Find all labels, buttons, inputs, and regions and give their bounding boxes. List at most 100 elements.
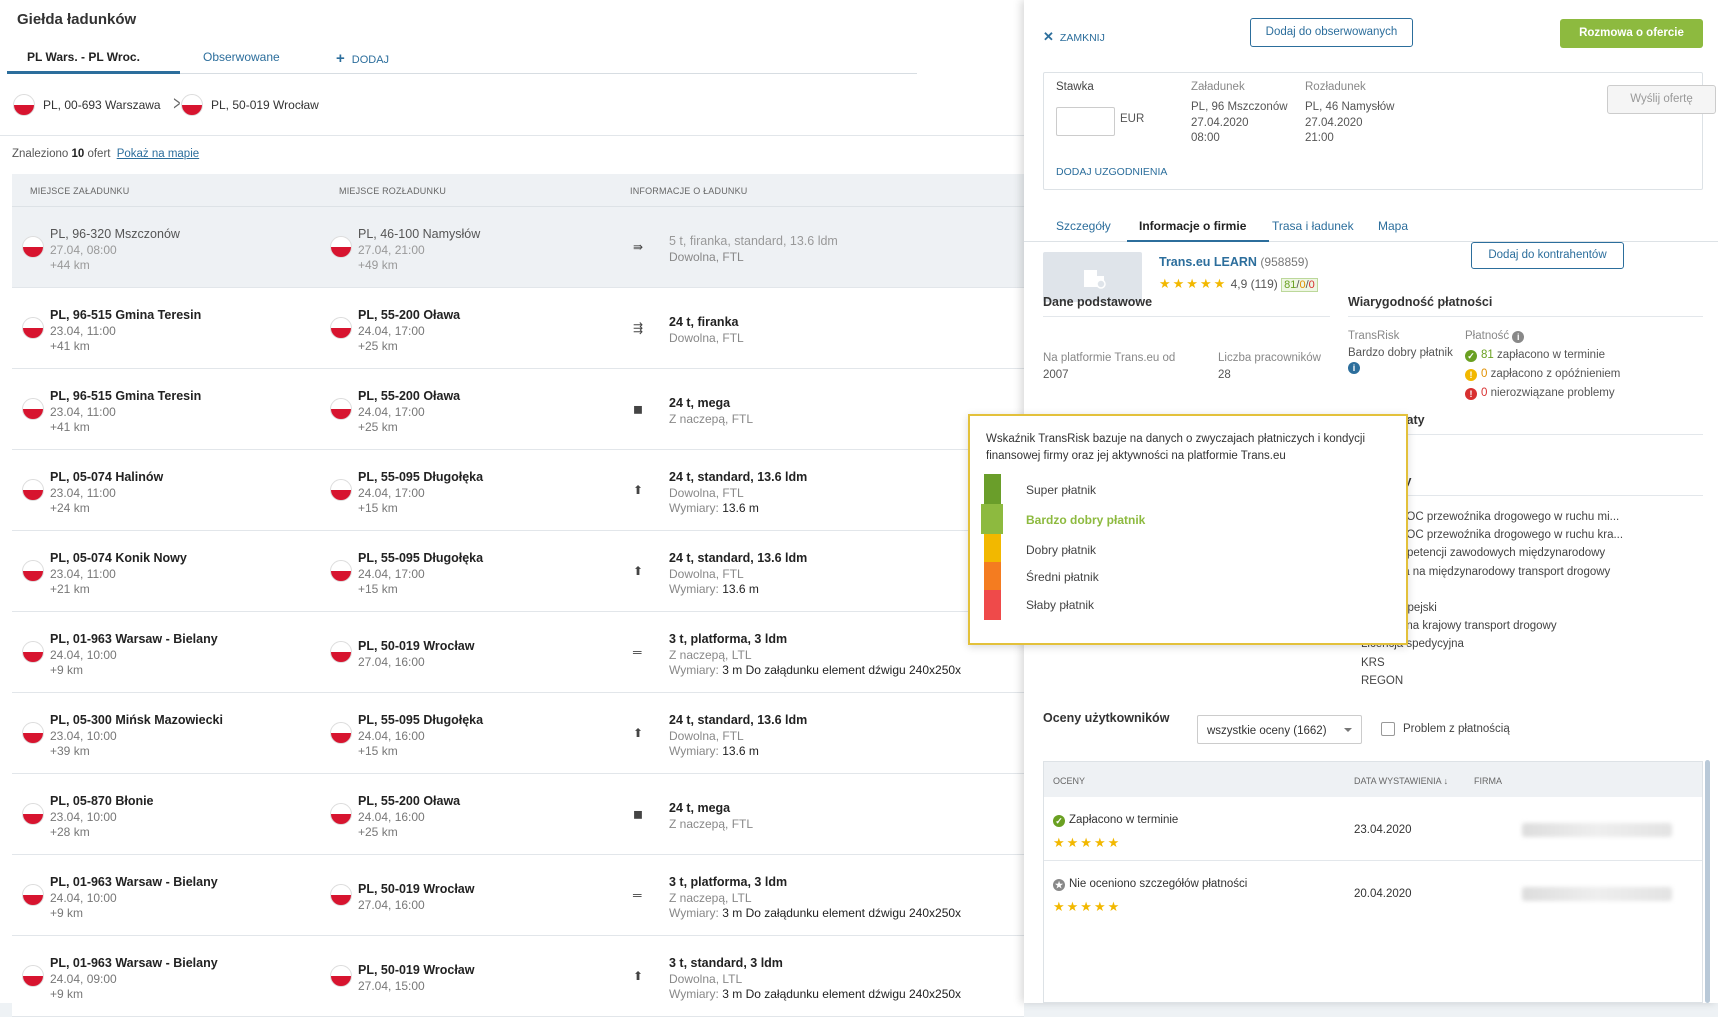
truck-icon: ⇶ bbox=[633, 321, 644, 335]
col-loading[interactable]: MIEJSCE ZAŁADUNKU bbox=[30, 186, 130, 196]
cargo-type: Dowolna, FTL bbox=[669, 331, 744, 345]
unloading-km: +49 km bbox=[358, 258, 398, 272]
table-row[interactable]: PL, 01-963 Warsaw - Bielany 24.04, 10:00… bbox=[12, 855, 1024, 936]
since-label: Na platformie Trans.eu od bbox=[1043, 352, 1176, 364]
show-on-map-link[interactable]: Pokaż na mapie bbox=[116, 148, 200, 160]
table-row[interactable]: PL, 05-300 Mińsk Mazowiecki 23.04, 10:00… bbox=[12, 693, 1024, 774]
loading-date: 23.04, 10:00 bbox=[50, 729, 117, 743]
poland-flag-icon bbox=[330, 398, 352, 420]
paid-on-time: ✓ 81 zapłacono w terminie bbox=[1465, 347, 1605, 363]
payment-problem-checkbox[interactable] bbox=[1381, 722, 1395, 736]
cargo-info: 3 t, platforma, 3 ldm bbox=[669, 875, 788, 889]
rate-label: Stawka bbox=[1056, 81, 1094, 93]
tab-map[interactable]: Mapa bbox=[1378, 219, 1409, 233]
unloading-label: Rozładunek bbox=[1305, 81, 1366, 93]
add-to-observed-button[interactable]: Dodaj do obserwowanych bbox=[1250, 18, 1413, 47]
poland-flag-icon bbox=[22, 479, 44, 501]
tab-active-search[interactable]: PL Wars. - PL Wroc. bbox=[7, 50, 180, 74]
col-info[interactable]: INFORMACJE O ŁADUNKU bbox=[630, 186, 748, 196]
table-row[interactable]: PL, 05-870 Błonie 23.04, 10:00 +28 km PL… bbox=[12, 774, 1024, 855]
poland-flag-icon bbox=[22, 722, 44, 744]
unloading-km: +25 km bbox=[358, 339, 398, 353]
cargo-dimensions: Wymiary: 3 m Do załądunku element dźwigu… bbox=[669, 987, 962, 1001]
level-average-bar bbox=[984, 562, 1001, 592]
info-icon[interactable]: i bbox=[1348, 362, 1360, 374]
document-item: piecznie OC przewoźnika drogowego w ruch… bbox=[1361, 511, 1620, 523]
poland-flag-icon bbox=[330, 560, 352, 582]
ratings-table-header: OCENY DATA WYSTAWIENIA ↓ FIRMA bbox=[1044, 762, 1702, 797]
table-row[interactable]: PL, 96-515 Gmina Teresin 23.04, 11:00 +4… bbox=[12, 288, 1024, 369]
document-item: fikat kompetencji zawodowych międzynarod… bbox=[1361, 547, 1606, 560]
scrollbar[interactable] bbox=[1705, 760, 1710, 1003]
poland-flag-icon bbox=[330, 884, 352, 906]
table-row[interactable]: PL, 96-320 Mszczonów 27.04, 08:00 +44 km… bbox=[12, 207, 1024, 288]
loading-place: PL, 05-074 Konik Nowy bbox=[50, 551, 187, 565]
poland-flag-icon bbox=[22, 236, 44, 258]
level-super: Super płatnik bbox=[1026, 483, 1097, 497]
level-super-bar bbox=[984, 474, 1001, 504]
loading-place: PL, 96-320 Mszczonów bbox=[50, 227, 180, 241]
cargo-dimensions: Wymiary: 13.6 m bbox=[669, 501, 759, 515]
cargo-type: Dowolna, FTL bbox=[669, 250, 744, 264]
basic-data-heading: Dane podstawowe bbox=[1043, 295, 1153, 309]
document-item: KRS bbox=[1361, 656, 1385, 669]
document-item: cja unijna na międzynarodowy transport d… bbox=[1361, 565, 1611, 578]
col-unloading[interactable]: MIEJSCE ROZŁADUNKU bbox=[339, 186, 447, 196]
blurred-company bbox=[1522, 887, 1672, 901]
poland-flag-icon bbox=[330, 236, 352, 258]
route-filter[interactable]: PL, 00-693 Warszawa > PL, 50-019 Wrocław bbox=[0, 75, 1024, 136]
loading-date: 27.04, 08:00 bbox=[50, 243, 117, 257]
loading-place: PL, 01-963 Warsaw - Bielany bbox=[50, 956, 218, 970]
tooltip-text: Wskaźnik TransRisk bazuje na danych o zw… bbox=[986, 433, 1366, 462]
rating-status: ✓ Zapłacono w terminie bbox=[1053, 812, 1178, 828]
loading-time: 08:00 bbox=[1191, 132, 1220, 144]
add-tab-button[interactable]: + DODAJ bbox=[336, 50, 390, 67]
tab-details[interactable]: Szczegóły bbox=[1056, 219, 1111, 233]
level-good-bar bbox=[984, 534, 1001, 564]
loading-km: +9 km bbox=[50, 987, 84, 1001]
unloading-date: 24.04, 16:00 bbox=[358, 810, 425, 824]
rate-input[interactable] bbox=[1056, 107, 1115, 136]
table-row[interactable]: PL, 05-074 Halinów 23.04, 11:00 +24 km P… bbox=[12, 450, 1024, 531]
table-row[interactable]: PL, 05-074 Konik Nowy 23.04, 11:00 +21 k… bbox=[12, 531, 1024, 612]
document-item: Licencja na krajowy transport drogowy bbox=[1361, 620, 1557, 633]
tab-observed[interactable]: Obserwowane bbox=[203, 50, 280, 64]
truck-icon: ⬆ bbox=[633, 969, 644, 983]
loading-place: PL, 96 Mszczonów bbox=[1191, 101, 1288, 113]
send-offer-button[interactable]: Wyślij ofertę bbox=[1607, 85, 1716, 114]
loading-date: 23.04, 11:00 bbox=[50, 324, 116, 338]
stars-icon: ★★★★★ bbox=[1053, 899, 1122, 914]
add-agreements-link[interactable]: DODAJ UZGODNIENIA bbox=[1056, 166, 1168, 178]
payment-reliability-heading: Wiarygodność płatności bbox=[1348, 295, 1493, 309]
chat-about-offer-button[interactable]: Rozmowa o ofercie bbox=[1560, 19, 1703, 48]
employees-label: Liczba pracowników bbox=[1218, 352, 1321, 364]
level-average: Średni płatnik bbox=[1026, 570, 1099, 584]
rating-status: ★ Nie oceniono szczegółów płatności bbox=[1053, 878, 1248, 891]
close-button[interactable]: ✕ ZAMKNIJ bbox=[1043, 29, 1105, 44]
tab-company-info[interactable]: Informacje o firmie bbox=[1126, 219, 1270, 242]
poland-flag-icon bbox=[22, 398, 44, 420]
tab-route-cargo[interactable]: Trasa i ładunek bbox=[1272, 219, 1354, 233]
level-weak: Słaby płatnik bbox=[1026, 598, 1095, 612]
table-row[interactable]: PL, 96-515 Gmina Teresin 23.04, 11:00 +4… bbox=[12, 369, 1024, 450]
unloading-date: 27.04, 21:00 bbox=[358, 243, 425, 257]
ratings-filter-select[interactable]: wszystkie oceny (1662) bbox=[1197, 715, 1362, 744]
cargo-type: Z naczepą, LTL bbox=[669, 648, 752, 662]
cargo-info: 24 t, standard, 13.6 ldm bbox=[669, 713, 808, 727]
table-row[interactable]: PL, 01-963 Warsaw - Bielany 24.04, 10:00… bbox=[12, 612, 1024, 693]
col-issue-date[interactable]: DATA WYSTAWIENIA ↓ bbox=[1354, 776, 1449, 786]
loading-place: PL, 96-515 Gmina Teresin bbox=[50, 308, 202, 322]
cargo-type: Dowolna, FTL bbox=[669, 729, 744, 743]
poland-flag-icon bbox=[181, 94, 203, 116]
error-icon: ! bbox=[1465, 388, 1477, 400]
cargo-info: 5 t, firanka, standard, 13.6 ldm bbox=[669, 234, 838, 248]
unloading-date: 27.04, 16:00 bbox=[358, 655, 425, 669]
unresolved-problems: ! 0 nierozwiązane problemy bbox=[1465, 385, 1615, 401]
unloading-place: PL, 55-200 Oława bbox=[358, 389, 461, 403]
table-row[interactable]: PL, 01-963 Warsaw - Bielany 24.04, 09:00… bbox=[12, 936, 1024, 1017]
poland-flag-icon bbox=[330, 317, 352, 339]
company-name[interactable]: Trans.eu LEARN (958859) bbox=[1159, 255, 1309, 269]
currency: EUR bbox=[1120, 113, 1145, 125]
add-to-contractors-button[interactable]: Dodaj do kontrahentów bbox=[1471, 242, 1624, 269]
unloading-km: +15 km bbox=[358, 582, 398, 596]
